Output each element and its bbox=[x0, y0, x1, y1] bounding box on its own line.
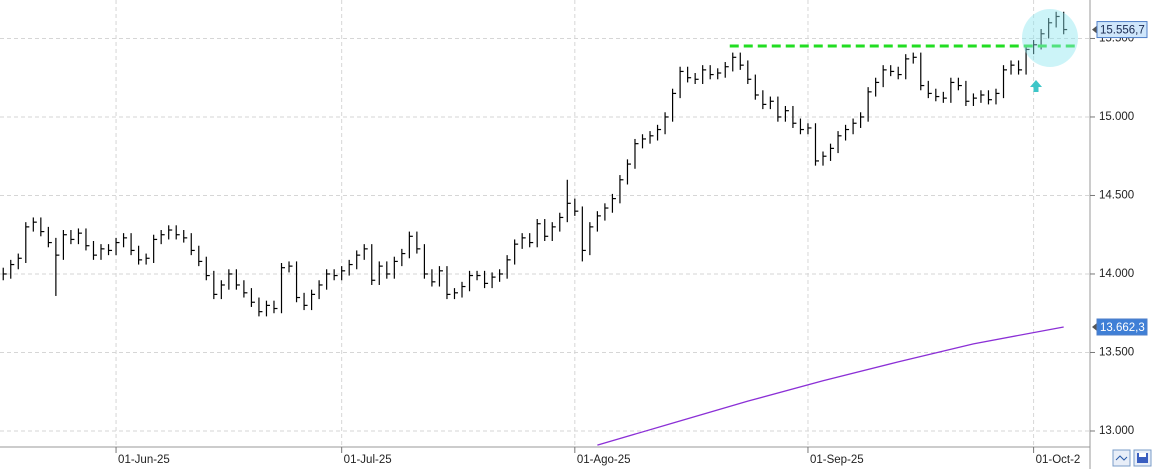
price-tag-label: 13.662,3 bbox=[1100, 322, 1145, 334]
price-pointer bbox=[1092, 322, 1097, 331]
price-tag bbox=[1096, 318, 1148, 336]
y-tick-label: 13.500 bbox=[1099, 347, 1134, 359]
zoom-icon bbox=[1115, 455, 1128, 461]
y-tick-label: 14.500 bbox=[1099, 190, 1134, 202]
grid bbox=[0, 0, 1090, 447]
toolbar bbox=[1112, 449, 1152, 467]
arrow-up bbox=[1030, 80, 1042, 92]
x-tick-label: 01-Jul-25 bbox=[344, 454, 392, 466]
y-tick-label: 15.000 bbox=[1099, 111, 1134, 123]
price-tag-label: 15.556,7 bbox=[1100, 25, 1145, 37]
line-series bbox=[597, 326, 1064, 446]
save-icon bbox=[1137, 453, 1148, 463]
x-tick-label: 01-Jun-25 bbox=[118, 454, 170, 466]
y-tick-label: 13.000 bbox=[1099, 425, 1134, 437]
highlight-circle bbox=[1022, 9, 1078, 67]
x-tick-label: 01-Ago-25 bbox=[577, 454, 631, 466]
axes: 13.00013.50014.00014.50015.00015.50001-J… bbox=[115, 21, 1148, 466]
save-icon-label bbox=[1139, 453, 1146, 457]
plot-area bbox=[2, 11, 1075, 446]
x-tick-label: 01-Sep-25 bbox=[810, 454, 864, 466]
price-tag bbox=[1096, 21, 1148, 39]
x-tick-label: 01-Oct-2 bbox=[1036, 454, 1081, 466]
y-tick-label: 14.000 bbox=[1099, 268, 1134, 280]
price-pointer bbox=[1092, 25, 1097, 34]
